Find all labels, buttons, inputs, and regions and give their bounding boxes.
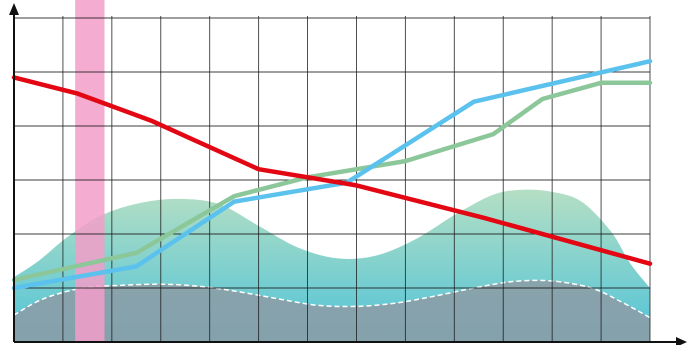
line-series-blue: [11, 58, 653, 291]
bar-pink: [75, 0, 105, 342]
area-series-gray: [14, 280, 650, 342]
area-series-gray-edge: [13, 279, 651, 319]
lines-layer: [11, 58, 653, 291]
line-series-green: [11, 80, 653, 283]
line-series-red: [11, 75, 653, 266]
axes-layer: [9, 3, 687, 345]
bars-layer: [75, 0, 105, 342]
x-axis-arrow: [676, 337, 687, 345]
areas-layer: [13, 189, 651, 342]
y-axis-arrow: [9, 3, 19, 15]
